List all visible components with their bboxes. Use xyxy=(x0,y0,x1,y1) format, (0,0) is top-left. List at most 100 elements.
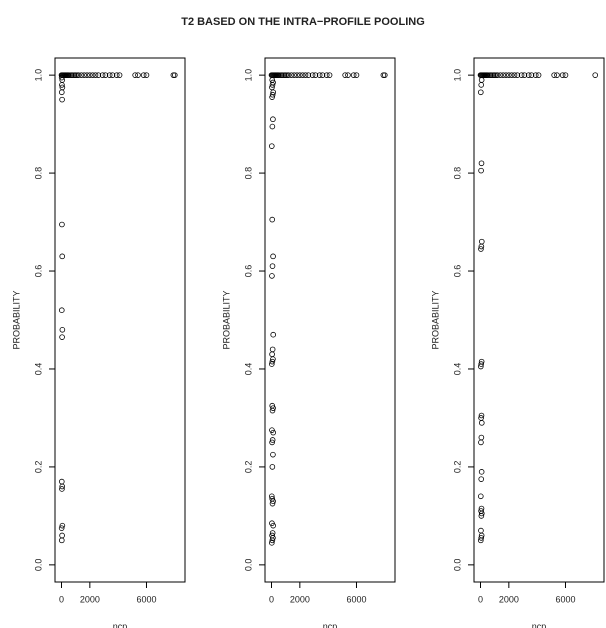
x-tick-label: 2000 xyxy=(499,594,519,604)
plot-frame xyxy=(264,57,396,583)
y-tick-label: 0.4 xyxy=(243,363,253,376)
point xyxy=(342,72,348,78)
point xyxy=(382,72,388,78)
point xyxy=(478,439,484,446)
point xyxy=(270,253,276,260)
point xyxy=(75,72,82,78)
point xyxy=(478,77,485,83)
point xyxy=(140,72,147,78)
y-tick-label: 0.2 xyxy=(452,461,462,474)
point xyxy=(59,486,65,492)
point xyxy=(270,89,277,96)
point xyxy=(478,508,484,514)
y-tick-label: 0.2 xyxy=(33,461,43,474)
point xyxy=(478,412,485,419)
point xyxy=(478,361,485,367)
point xyxy=(270,498,276,504)
y-tick-label: 0.8 xyxy=(33,167,43,180)
point xyxy=(268,493,275,500)
point xyxy=(59,532,65,539)
point xyxy=(269,427,275,433)
point xyxy=(353,72,360,78)
point xyxy=(497,72,504,78)
point xyxy=(294,72,300,78)
point xyxy=(478,535,485,541)
point xyxy=(562,72,569,78)
point xyxy=(511,72,518,78)
point xyxy=(592,72,599,78)
point xyxy=(270,405,276,411)
point xyxy=(269,273,275,279)
point xyxy=(323,72,330,78)
point xyxy=(132,72,138,78)
point xyxy=(478,167,484,174)
y-tick-label: 0.8 xyxy=(452,167,462,180)
point xyxy=(500,72,506,78)
point xyxy=(508,72,515,78)
point xyxy=(345,72,351,78)
y-tick-label: 0.0 xyxy=(452,559,462,572)
point xyxy=(478,246,484,252)
point xyxy=(270,79,276,86)
point xyxy=(554,72,560,78)
point xyxy=(84,72,90,78)
x-axis-label: ncp xyxy=(532,621,547,628)
point xyxy=(551,72,557,78)
point xyxy=(269,464,276,470)
point xyxy=(478,505,485,512)
point xyxy=(478,420,485,426)
y-tick-label: 0.6 xyxy=(243,265,253,278)
point xyxy=(59,253,66,260)
point xyxy=(89,72,96,78)
point xyxy=(59,522,66,529)
point xyxy=(269,437,276,443)
point xyxy=(269,530,276,536)
point xyxy=(525,72,532,78)
point xyxy=(143,72,150,78)
point xyxy=(478,434,485,441)
point xyxy=(478,358,485,365)
chart-title: T2 BASED ON THE INTRA−PROFILE POOLING xyxy=(181,16,425,28)
x-tick-label: 6000 xyxy=(346,594,366,604)
point xyxy=(116,72,123,78)
point xyxy=(291,72,297,78)
point xyxy=(285,72,292,78)
point xyxy=(478,238,485,245)
x-tick-label: 0 xyxy=(478,594,483,604)
point xyxy=(269,532,275,539)
point xyxy=(59,326,66,333)
point xyxy=(135,72,141,78)
x-axis-label: ncp xyxy=(113,621,128,628)
point xyxy=(478,469,485,475)
y-axis-label: PROBABILITY xyxy=(221,290,231,349)
point xyxy=(477,89,484,96)
y-tick-label: 1.0 xyxy=(33,69,43,82)
y-tick-label: 1.0 xyxy=(243,69,253,82)
point xyxy=(59,77,66,83)
point xyxy=(269,216,276,223)
x-axis-label: ncp xyxy=(323,621,338,628)
point xyxy=(478,527,484,534)
y-tick-label: 0.8 xyxy=(243,167,253,180)
point xyxy=(309,72,316,78)
point xyxy=(172,72,178,78)
point xyxy=(288,72,295,78)
point xyxy=(58,525,65,531)
point xyxy=(270,451,276,458)
point xyxy=(518,72,525,78)
point xyxy=(269,346,276,353)
point xyxy=(99,72,106,78)
point xyxy=(59,334,65,340)
point xyxy=(559,72,566,78)
point xyxy=(305,72,312,78)
y-tick-label: 0.6 xyxy=(452,265,462,278)
point xyxy=(316,72,323,78)
point xyxy=(92,72,99,78)
point xyxy=(269,123,276,130)
y-axis-label: PROBABILITY xyxy=(11,290,21,349)
point xyxy=(350,72,357,78)
x-tick-label: 2000 xyxy=(290,594,310,604)
x-tick-label: 0 xyxy=(269,594,274,604)
point xyxy=(109,72,116,78)
